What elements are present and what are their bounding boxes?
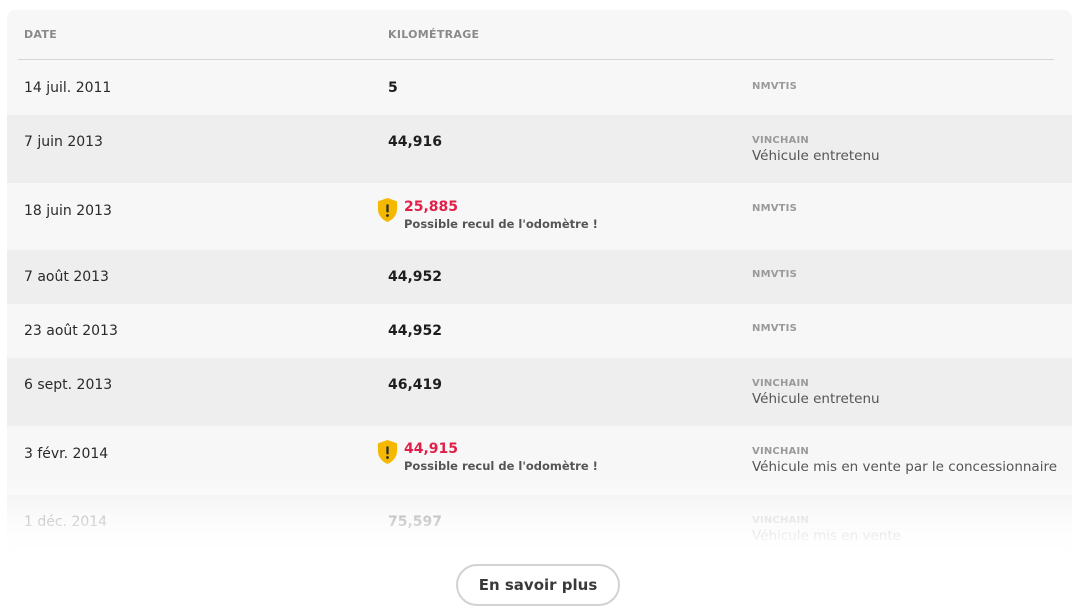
row-date: 7 août 2013 [24, 269, 109, 285]
table-row: 3 févr. 2014 44,915 Possible recul de l'… [7, 426, 1072, 495]
row-note: Véhicule mis en vente [752, 528, 901, 544]
row-source: NMVTIS [752, 203, 798, 214]
header-date: DATE [24, 28, 58, 41]
learn-more-button[interactable]: En savoir plus [456, 564, 620, 606]
row-mileage-alert: 44,915 [404, 441, 459, 457]
rollback-warning: Possible recul de l'odomètre ! [404, 217, 598, 231]
row-mileage: 44,952 [388, 323, 443, 339]
row-mileage: 75,597 [388, 514, 443, 530]
header-divider [18, 59, 1054, 60]
table-row: 1 déc. 2014 75,597 VINCHAIN Véhicule mis… [7, 495, 1072, 550]
row-mileage: 46,419 [388, 377, 443, 393]
header-mileage: KILOMÉTRAGE [388, 28, 480, 41]
rollback-warning: Possible recul de l'odomètre ! [404, 459, 598, 473]
row-source: NMVTIS [752, 81, 798, 92]
table-row: 14 juil. 2011 5 NMVTIS [7, 61, 1072, 115]
warning-shield-icon [377, 440, 398, 464]
mileage-history-card: DATE KILOMÉTRAGE 14 juil. 2011 5 NMVTIS … [7, 10, 1072, 550]
row-mileage: 5 [388, 80, 398, 96]
row-note: Véhicule entretenu [752, 391, 880, 407]
table-row: 18 juin 2013 25,885 Possible recul de l'… [7, 183, 1072, 250]
warning-shield-icon [377, 198, 398, 222]
table-row: 6 sept. 2013 46,419 VINCHAIN Véhicule en… [7, 358, 1072, 426]
row-source: NMVTIS [752, 269, 798, 280]
row-source: VINCHAIN [752, 515, 809, 526]
row-note: Véhicule mis en vente par le concessionn… [752, 459, 1058, 475]
row-source: VINCHAIN [752, 135, 809, 146]
table-row: 7 juin 2013 44,916 VINCHAIN Véhicule ent… [7, 115, 1072, 183]
table-header: DATE KILOMÉTRAGE [7, 10, 1072, 60]
row-mileage: 44,952 [388, 269, 443, 285]
row-date: 14 juil. 2011 [24, 80, 112, 96]
row-date: 23 août 2013 [24, 323, 118, 339]
row-date: 7 juin 2013 [24, 134, 103, 150]
row-date: 1 déc. 2014 [24, 514, 108, 530]
table-row: 23 août 2013 44,952 NMVTIS [7, 304, 1072, 358]
row-source: VINCHAIN [752, 378, 809, 389]
row-note: Véhicule entretenu [752, 148, 880, 164]
row-mileage: 44,916 [388, 134, 443, 150]
row-source: NMVTIS [752, 323, 798, 334]
row-source: VINCHAIN [752, 446, 809, 457]
table-row: 7 août 2013 44,952 NMVTIS [7, 250, 1072, 304]
row-mileage-alert: 25,885 [404, 199, 459, 215]
row-date: 18 juin 2013 [24, 203, 112, 219]
row-date: 3 févr. 2014 [24, 446, 109, 462]
row-date: 6 sept. 2013 [24, 377, 113, 393]
